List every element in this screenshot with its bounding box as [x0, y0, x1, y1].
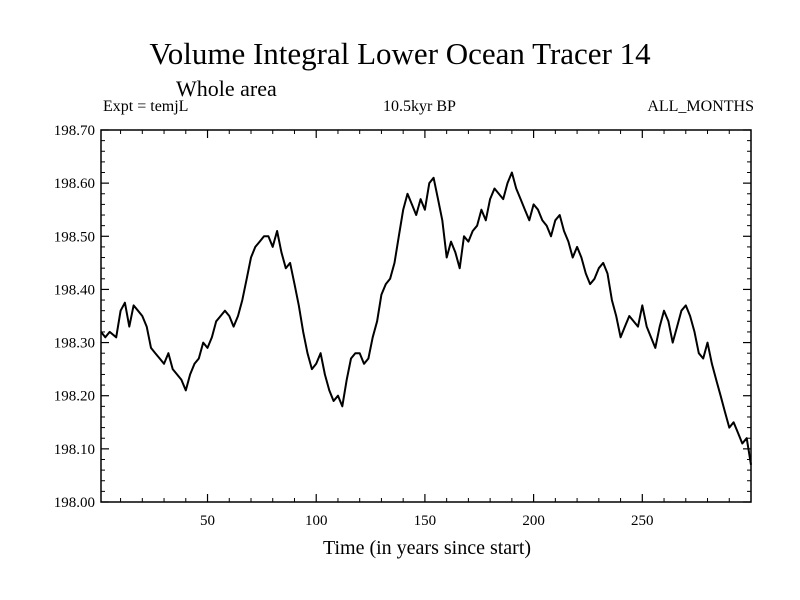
y-tick-label: 198.00: [54, 495, 95, 511]
y-tick-label: 198.50: [54, 229, 95, 245]
y-axis: 198.00 198.10 198.20 198.30 198.40 198.50 198.…: [54, 123, 751, 511]
y-tick-label: 198.20: [54, 389, 95, 405]
x-axis: 50 100 150 200 250: [120, 130, 730, 529]
period-label: 10.5kyr BP: [383, 98, 456, 115]
y-tick-label: 198.10: [54, 442, 95, 458]
y-tick-label: 198.60: [54, 176, 95, 192]
x-tick-label: 250: [631, 513, 654, 529]
x-tick-label: 100: [305, 513, 328, 529]
x-tick-label: 50: [200, 513, 215, 529]
months-label: ALL_MONTHS: [647, 98, 754, 115]
x-tick-label: 200: [522, 513, 545, 529]
experiment-label: Expt = temjL: [103, 98, 189, 115]
plot-frame: [100, 129, 752, 503]
y-tick-label: 198.30: [54, 336, 95, 352]
chart-title: Volume Integral Lower Ocean Tracer 14: [149, 36, 651, 71]
x-tick-label: 150: [414, 513, 437, 529]
chart-subtitle: Whole area: [176, 76, 277, 101]
y-tick-label: 198.40: [54, 282, 95, 298]
y-tick-label: 198.70: [54, 123, 95, 139]
series-line: [100, 171, 752, 465]
x-axis-label: Time (in years since start): [323, 537, 531, 559]
